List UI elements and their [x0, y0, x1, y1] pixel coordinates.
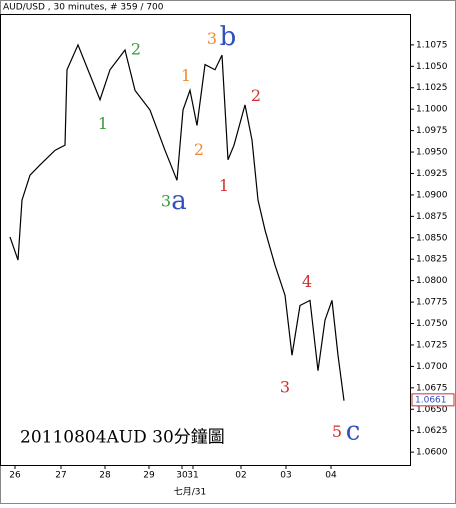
last-price-label: 1.0661	[415, 395, 447, 405]
wave-label: 1	[219, 176, 229, 195]
annotation: 20110804AUD 30分鐘圖	[20, 428, 225, 448]
wave-label: 1	[98, 114, 108, 133]
y-tick-label: 1.0600	[416, 448, 448, 458]
y-tick-label: 1.0650	[416, 405, 448, 415]
x-tick-label: 04	[325, 471, 337, 481]
wave-label: 4	[302, 272, 312, 291]
y-tick-label: 1.0700	[416, 362, 448, 372]
x-tick-label: 30	[176, 471, 188, 481]
wave-label: 1	[181, 66, 191, 85]
wave-label: 3	[207, 29, 217, 48]
x-tick-label: 03	[280, 471, 291, 481]
y-tick-label: 1.1000	[416, 105, 448, 115]
x-tick-label: 29	[143, 471, 155, 481]
y-tick-label: 1.0925	[416, 169, 448, 179]
y-tick-label: 1.1025	[416, 83, 448, 93]
y-tick-label: 1.0875	[416, 212, 448, 222]
wave-label: c	[346, 416, 361, 446]
y-tick-label: 1.0625	[416, 426, 448, 436]
wave-label: b	[220, 22, 237, 52]
last-price-box	[411, 393, 455, 407]
x-tick-label: 28	[99, 471, 111, 481]
y-tick-label: 1.0825	[416, 255, 448, 265]
x-tick-label: 31	[187, 471, 198, 481]
x-tick-label: 26	[9, 471, 21, 481]
y-tick-label: 1.1050	[416, 62, 448, 72]
wave-label: 3	[280, 377, 290, 396]
y-tick-label: 1.0750	[416, 319, 448, 329]
y-tick-label: 1.0675	[416, 383, 448, 393]
y-tick-label: 1.0900	[416, 190, 448, 200]
wave-label: 2	[251, 86, 261, 105]
chart-title: AUD/USD , 30 minutes, # 359 / 700	[3, 3, 164, 13]
price-line	[9, 43, 345, 401]
wave-label: 5	[332, 422, 342, 441]
y-tick-label: 1.0800	[416, 276, 448, 286]
x-tick-label: 02	[235, 471, 246, 481]
y-tick-label: 1.0725	[416, 340, 448, 350]
y-tick-label: 1.0775	[416, 298, 448, 308]
x-sublabel: 七月/31	[174, 487, 207, 498]
y-tick-label: 1.1075	[416, 40, 448, 50]
y-tick-label: 1.0950	[416, 148, 448, 158]
wave-label: 2	[194, 140, 204, 159]
plot-frame	[0, 14, 411, 466]
y-tick-label: 1.0975	[416, 126, 448, 136]
y-tick-label: 1.0850	[416, 233, 448, 243]
wave-label: 3	[161, 191, 171, 210]
x-tick-label: 27	[55, 471, 66, 481]
wave-label: 2	[131, 40, 141, 59]
wave-label: a	[171, 186, 187, 216]
